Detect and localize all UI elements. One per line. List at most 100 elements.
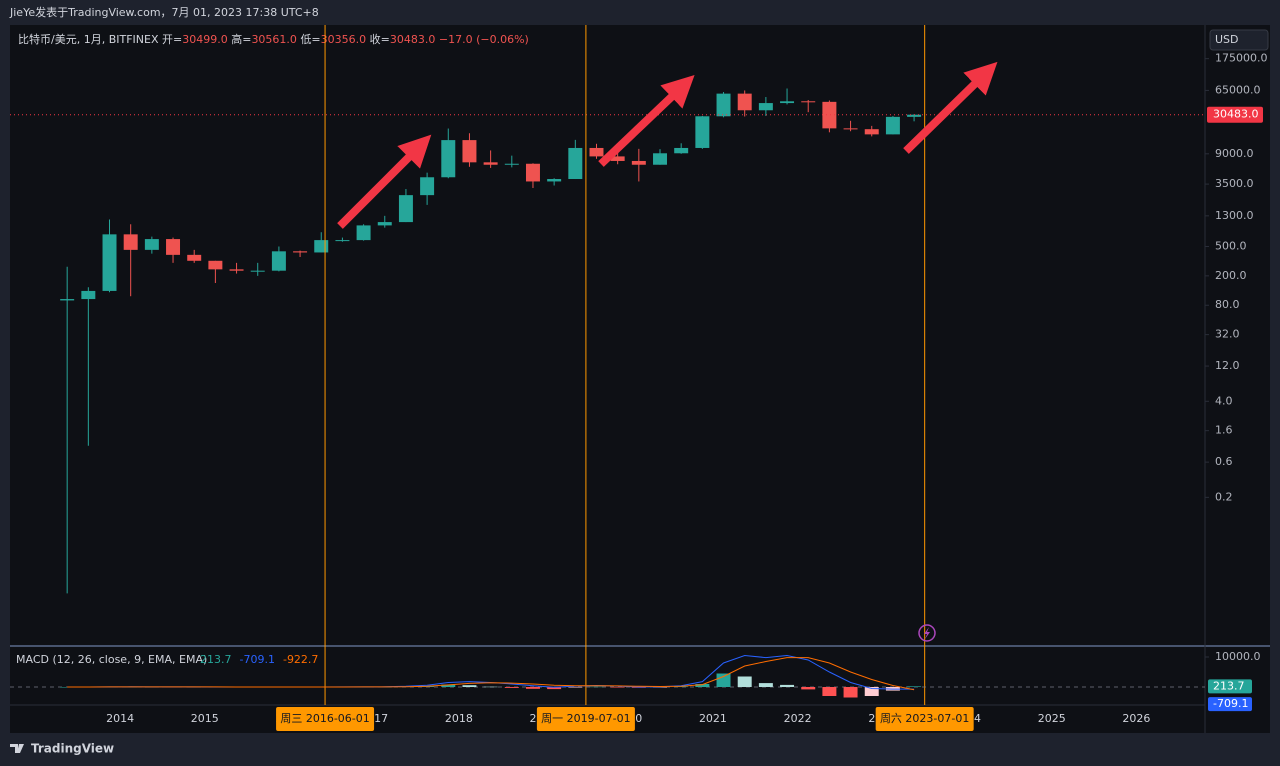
arrow <box>903 61 998 154</box>
y-tick-label: 0.2 <box>1215 490 1233 503</box>
date-tag <box>536 707 635 731</box>
candle-body <box>631 160 646 165</box>
candle-body <box>166 239 181 255</box>
alert-icon[interactable] <box>918 624 936 642</box>
y-tick-label: 10000.0 <box>1215 650 1261 663</box>
value-tag-label: -709.1 <box>1213 697 1248 710</box>
y-tick-label: 9000.0 <box>1215 147 1254 160</box>
histogram-bar <box>822 687 837 696</box>
date-tag-label: 周六 2023-07-01 <box>880 712 969 725</box>
histogram-bar <box>737 676 752 687</box>
candle-body <box>504 163 519 165</box>
footer-logo <box>10 744 24 753</box>
candle-body <box>483 162 498 165</box>
date-tag-label: 周三 2016-06-01 <box>280 712 369 725</box>
histogram-bar <box>907 686 922 687</box>
y-tick-label: 200.0 <box>1215 269 1247 282</box>
y-tick-label: 12.0 <box>1215 359 1240 372</box>
histogram-bar <box>568 687 583 688</box>
price-tag-label: 30483.0 <box>1213 108 1259 121</box>
histogram-bar <box>483 686 498 688</box>
candle-body <box>81 290 96 300</box>
chart-frame <box>10 25 1270 733</box>
footer-brand: TradingView <box>31 742 114 756</box>
x-tick-label: 2018 <box>445 712 473 725</box>
legend-key: 低= <box>300 33 320 46</box>
candle-body <box>462 140 477 163</box>
candle-body <box>653 153 667 165</box>
date-tag <box>875 707 974 731</box>
candle-body <box>589 147 604 157</box>
date-tag <box>276 707 375 731</box>
candle-body <box>187 254 202 261</box>
y-tick-label: 1300.0 <box>1215 209 1254 222</box>
candle-body <box>144 239 159 250</box>
y-tick-label: 500.0 <box>1215 239 1247 252</box>
currency-box[interactable] <box>1209 29 1269 51</box>
legend-symbol: 比特币/美元, 1月, BITFINEX <box>18 32 159 46</box>
logo-mark <box>10 744 24 753</box>
candle-body <box>293 251 308 253</box>
arrow <box>598 74 695 167</box>
header: JieYe发表于TradingView.com，7月 01, 2023 17:3… <box>9 5 319 19</box>
arrow <box>337 134 432 229</box>
candle-body <box>737 93 752 111</box>
candle-body <box>610 156 625 161</box>
candle-body <box>758 103 773 111</box>
candle-body <box>568 147 583 180</box>
candle-body <box>123 234 138 250</box>
macd-line <box>67 657 915 691</box>
legend-key: 开= <box>162 33 182 46</box>
macd-legend-value: -922.7 <box>283 653 318 666</box>
candle-body <box>547 179 562 182</box>
candle-body <box>441 140 456 178</box>
x-tick-label: 2015 <box>191 712 219 725</box>
price-tag <box>1207 106 1263 123</box>
legend-key: 高= <box>231 32 251 46</box>
histogram-bar <box>547 687 562 690</box>
y-tick-label: 65000.0 <box>1215 83 1261 96</box>
x-tick-label: 2026 <box>1122 712 1150 725</box>
histogram-bar <box>589 686 604 688</box>
candle-body <box>356 225 371 241</box>
legend-value: 30499.0 <box>182 33 228 46</box>
histogram-bar <box>716 673 731 687</box>
histogram-bar <box>864 687 879 696</box>
macd-legend-value: -709.1 <box>240 653 275 666</box>
legend-value: 30483.0 <box>390 33 436 46</box>
y-tick-label: 0.6 <box>1215 455 1233 468</box>
x-tick-label: 2022 <box>784 712 812 725</box>
histogram-bar <box>695 684 710 687</box>
candle-body <box>208 260 223 270</box>
macd-legend-value: 213.7 <box>200 653 232 666</box>
alert-circle[interactable] <box>918 624 936 642</box>
legend-key: 收= <box>370 32 390 46</box>
y-tick-label: 3500.0 <box>1215 177 1254 190</box>
alert-bolt[interactable] <box>924 627 930 639</box>
candle-body <box>335 240 350 242</box>
histogram-bar <box>441 684 456 687</box>
candle-body <box>822 101 837 129</box>
currency-label[interactable]: USD <box>1215 33 1239 46</box>
candle-body <box>695 116 710 148</box>
macd-title: MACD (12, 26, close, 9, EMA, EMA) <box>16 653 207 666</box>
y-tick-label: 32.0 <box>1215 328 1240 341</box>
x-tick-label: 2025 <box>1038 712 1066 725</box>
x-tick-label: 2014 <box>106 712 134 725</box>
candle-body <box>864 129 879 135</box>
candle-body <box>843 128 858 130</box>
annotation-arrows <box>337 61 998 229</box>
legend-value: 30561.0 <box>251 33 297 46</box>
histogram-bar <box>525 687 540 689</box>
y-tick-label: 175000.0 <box>1215 52 1268 65</box>
candle-body <box>420 177 435 196</box>
legend-change: −17.0 (−0.06%) <box>439 33 529 46</box>
histogram-bar <box>653 687 667 688</box>
candle-body <box>525 163 540 182</box>
y-tick-label: 80.0 <box>1215 298 1240 311</box>
plot: 175000.0 65000.0 9000.0 3500.0 1300.0 500.0 20… <box>10 25 1268 731</box>
candle-body <box>102 234 117 291</box>
histogram-bar <box>843 687 858 698</box>
histogram-bar <box>462 685 477 687</box>
